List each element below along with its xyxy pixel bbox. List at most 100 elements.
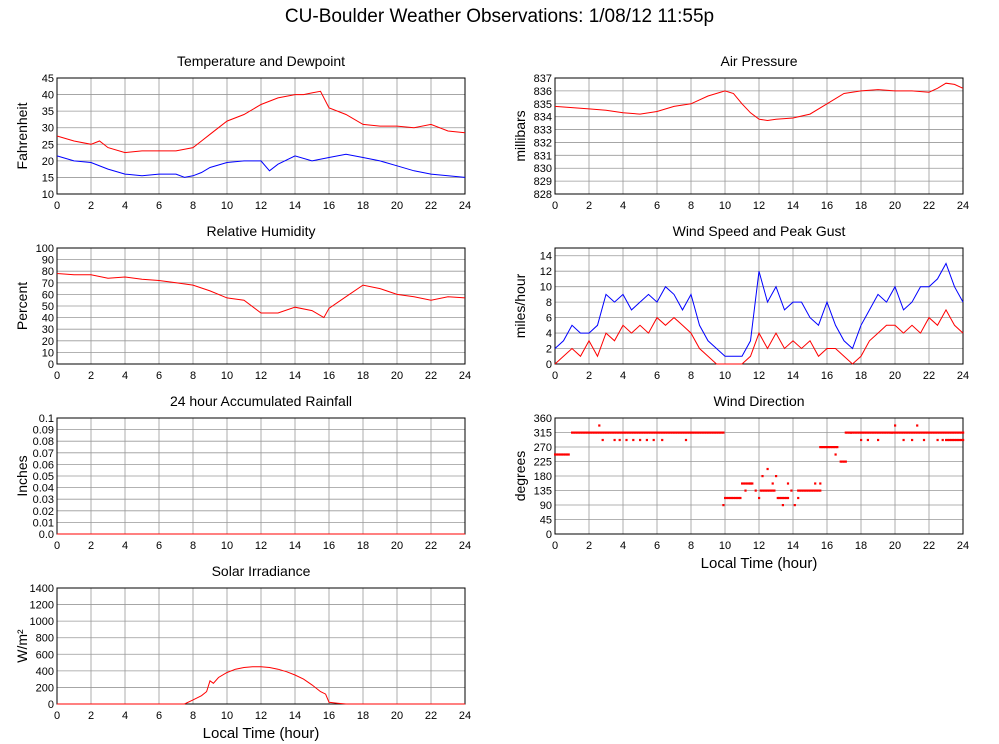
direction-point xyxy=(666,431,669,434)
direction-point xyxy=(560,453,563,456)
direction-point xyxy=(853,431,856,434)
y-axis-label: Fahrenheit xyxy=(14,102,30,169)
direction-point xyxy=(870,431,873,434)
direction-point xyxy=(623,431,626,434)
chart-rain: 24 hour Accumulated Rainfall0.00.010.020… xyxy=(14,393,471,552)
direction-point xyxy=(618,431,621,434)
x-tick-label: 20 xyxy=(391,200,403,212)
direction-point xyxy=(564,453,567,456)
plot-frame xyxy=(56,247,466,365)
y-tick-label: 20 xyxy=(42,156,54,168)
direction-point xyxy=(603,431,606,434)
x-tick-label: 2 xyxy=(586,370,592,382)
direction-point xyxy=(571,431,574,434)
direction-point xyxy=(936,431,939,434)
y-tick-label: 0 xyxy=(546,359,552,371)
x-tick-label: 20 xyxy=(391,370,403,382)
direction-point xyxy=(781,496,784,500)
y-tick-label: 835 xyxy=(534,99,552,111)
direction-point xyxy=(871,431,875,434)
x-tick-label: 0 xyxy=(54,200,60,212)
x-tick-label: 20 xyxy=(889,200,901,212)
x-tick-label: 8 xyxy=(190,370,196,382)
series-line-0 xyxy=(554,262,964,357)
direction-point xyxy=(565,453,569,456)
direction-point xyxy=(916,431,919,434)
direction-point xyxy=(919,431,922,434)
x-tick-label: 10 xyxy=(221,540,233,552)
x-tick-label: 14 xyxy=(289,710,301,722)
direction-point xyxy=(819,489,822,492)
x-tick-label: 4 xyxy=(620,370,626,382)
y-tick-label: 800 xyxy=(36,633,54,645)
direction-point xyxy=(661,431,664,434)
y-tick-label: 25 xyxy=(42,139,54,151)
x-tick-label: 14 xyxy=(289,370,301,382)
direction-point xyxy=(640,431,643,434)
series-line-0 xyxy=(57,666,465,705)
direction-point xyxy=(831,446,834,449)
direction-point xyxy=(591,431,594,434)
direction-point xyxy=(669,431,672,434)
direction-point xyxy=(822,446,825,449)
x-tick-label: 20 xyxy=(391,540,403,552)
direction-point xyxy=(958,438,961,442)
direction-point xyxy=(962,438,965,442)
x-tick-label: 6 xyxy=(156,200,162,212)
direction-point xyxy=(807,489,810,492)
y-tick-label: 90 xyxy=(42,255,54,267)
direction-point xyxy=(882,431,885,434)
direction-point xyxy=(844,431,847,434)
direction-point xyxy=(674,431,677,434)
direction-point xyxy=(749,482,752,485)
y-axis-label: miles/hour xyxy=(512,273,528,338)
y-tick-label: 600 xyxy=(36,649,54,661)
direction-point xyxy=(953,431,956,434)
series-line-0 xyxy=(56,90,466,154)
x-tick-label: 12 xyxy=(255,710,267,722)
direction-point xyxy=(843,460,846,463)
direction-point xyxy=(555,453,558,456)
direction-point xyxy=(686,431,689,434)
direction-point xyxy=(866,431,869,434)
x-tick-label: 10 xyxy=(221,710,233,722)
direction-point xyxy=(826,446,829,449)
x-tick-label: 24 xyxy=(957,200,969,212)
direction-point xyxy=(652,431,655,434)
direction-point xyxy=(877,438,880,442)
direction-point xyxy=(793,504,796,507)
x-tick-label: 2 xyxy=(88,200,94,212)
direction-point xyxy=(700,431,703,434)
x-tick-label: 8 xyxy=(688,540,694,552)
y-tick-label: 0.04 xyxy=(33,483,54,495)
y-tick-label: 80 xyxy=(42,266,54,278)
direction-point xyxy=(744,489,747,492)
direction-point xyxy=(761,489,764,492)
direction-point xyxy=(708,431,711,434)
x-tick-label: 16 xyxy=(821,200,833,212)
y-tick-label: 50 xyxy=(42,301,54,313)
y-axis-label: Percent xyxy=(14,282,30,330)
direction-point xyxy=(921,431,924,434)
direction-point xyxy=(873,431,876,434)
direction-point xyxy=(615,431,618,434)
x-tick-label: 8 xyxy=(190,540,196,552)
direction-point xyxy=(758,496,761,500)
direction-point xyxy=(622,431,625,434)
direction-point xyxy=(894,424,897,427)
chart-title: Wind Direction xyxy=(713,393,804,409)
direction-point xyxy=(941,438,944,442)
direction-point xyxy=(776,496,779,500)
y-tick-label: 60 xyxy=(42,289,54,301)
direction-point xyxy=(868,431,871,434)
direction-point xyxy=(781,504,784,507)
direction-point xyxy=(656,431,659,434)
direction-point xyxy=(948,438,951,442)
y-tick-label: 10 xyxy=(42,189,54,201)
x-tick-label: 4 xyxy=(620,200,626,212)
x-tick-label: 24 xyxy=(459,370,471,382)
direction-point xyxy=(890,431,893,434)
y-tick-label: 8 xyxy=(546,297,552,309)
direction-point xyxy=(599,431,603,434)
